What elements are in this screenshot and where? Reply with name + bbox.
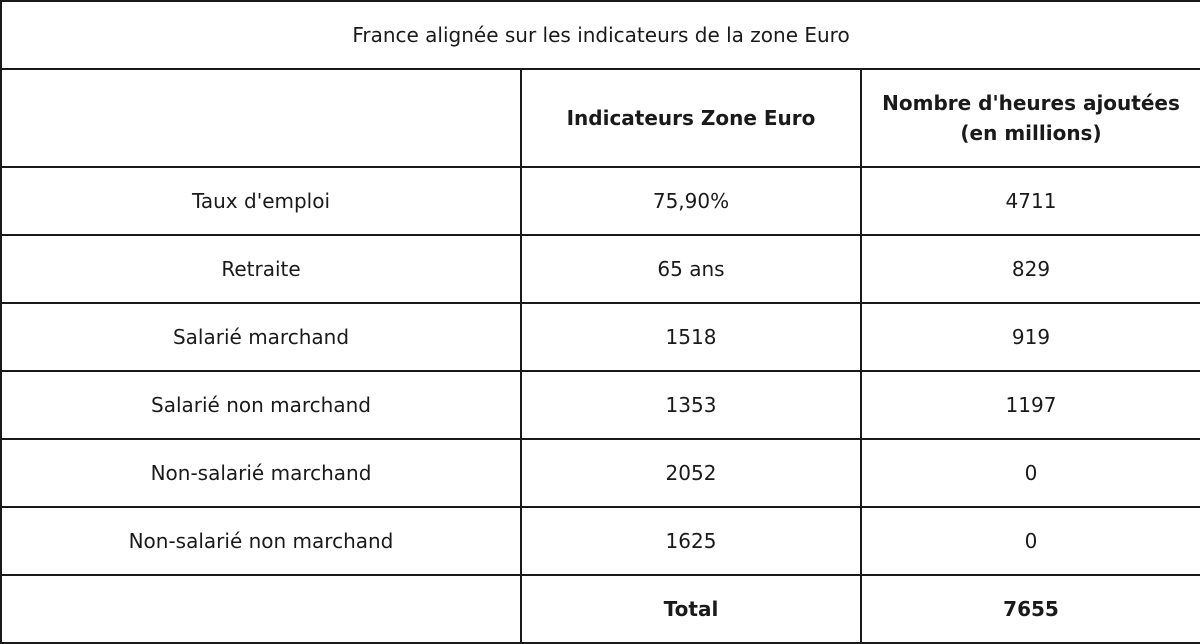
row-indicator-value: 65 ans [520,234,862,304]
table-row: Non-salarié non marchand 1625 0 [0,506,1200,576]
total-label-empty [0,574,522,644]
row-hours-value: 919 [859,302,1200,372]
header-cell-hours: Nombre d'heures ajoutées (en millions) [859,68,1200,168]
row-hours-value: 0 [859,438,1200,508]
row-label: Non-salarié non marchand [0,506,522,576]
table-row: Non-salarié marchand 2052 0 [0,438,1200,508]
row-indicator-value: 75,90% [520,166,862,236]
table-title: France alignée sur les indicateurs de la… [0,0,1200,70]
header-cell-indicators: Indicateurs Zone Euro [520,68,862,168]
header-cell-empty [0,68,522,168]
total-value: 7655 [859,574,1200,644]
title-row: France alignée sur les indicateurs de la… [0,0,1200,70]
row-indicator-value: 1353 [520,370,862,440]
row-label: Retraite [0,234,522,304]
row-label: Salarié non marchand [0,370,522,440]
row-label: Taux d'emploi [0,166,522,236]
row-hours-value: 0 [859,506,1200,576]
table-row: Taux d'emploi 75,90% 4711 [0,166,1200,236]
row-label: Non-salarié marchand [0,438,522,508]
row-indicator-value: 1625 [520,506,862,576]
table-row: Salarié non marchand 1353 1197 [0,370,1200,440]
row-label: Salarié marchand [0,302,522,372]
header-row: Indicateurs Zone Euro Nombre d'heures aj… [0,68,1200,168]
table-row: Salarié marchand 1518 919 [0,302,1200,372]
row-indicator-value: 1518 [520,302,862,372]
row-hours-value: 829 [859,234,1200,304]
row-indicator-value: 2052 [520,438,862,508]
row-hours-value: 4711 [859,166,1200,236]
total-row: Total 7655 [0,574,1200,644]
total-label: Total [520,574,862,644]
table-row: Retraite 65 ans 829 [0,234,1200,304]
row-hours-value: 1197 [859,370,1200,440]
